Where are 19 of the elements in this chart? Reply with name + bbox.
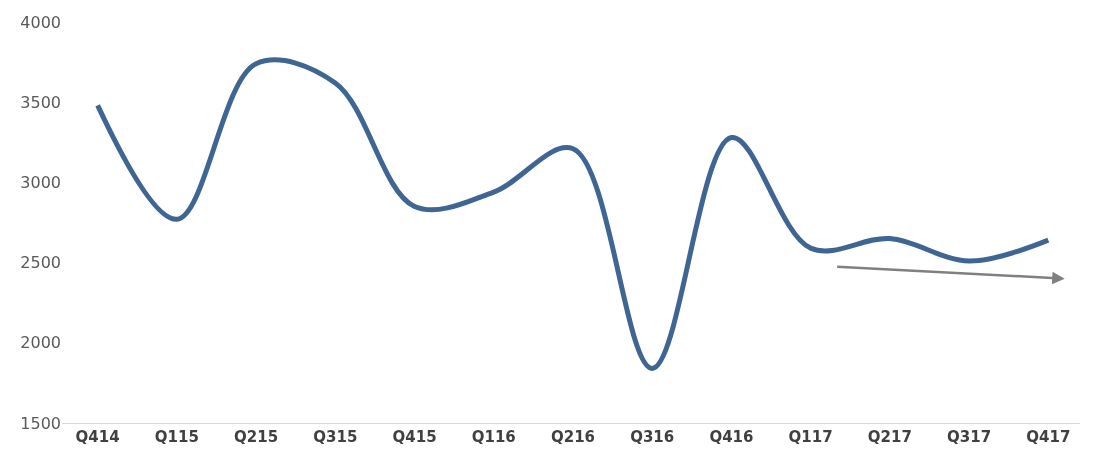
y-tick-label: 3000 — [20, 173, 61, 192]
y-tick-label: 2500 — [20, 253, 61, 273]
x-tick-label: Q315 — [313, 428, 358, 446]
x-tick-label: Q416 — [709, 428, 754, 446]
x-tick-label: Q316 — [630, 428, 675, 446]
y-tick-label: 2000 — [20, 333, 61, 353]
y-tick-label: 1500 — [20, 413, 61, 433]
x-tick-label: Q217 — [867, 428, 912, 446]
x-tick-label: Q417 — [1026, 428, 1071, 446]
x-tick-label: Q317 — [947, 428, 992, 446]
x-tick-label: Q115 — [154, 428, 199, 446]
x-tick-label: Q116 — [471, 428, 516, 446]
y-tick-label: 4000 — [20, 12, 61, 32]
x-tick-label: Q216 — [550, 428, 596, 446]
x-tick-label: Q117 — [788, 428, 833, 446]
x-tick-label: Q215 — [234, 428, 279, 446]
x-tick-label: Q415 — [392, 428, 437, 446]
x-tick-label: Q414 — [75, 428, 120, 446]
y-tick-label: 3500 — [20, 92, 61, 112]
